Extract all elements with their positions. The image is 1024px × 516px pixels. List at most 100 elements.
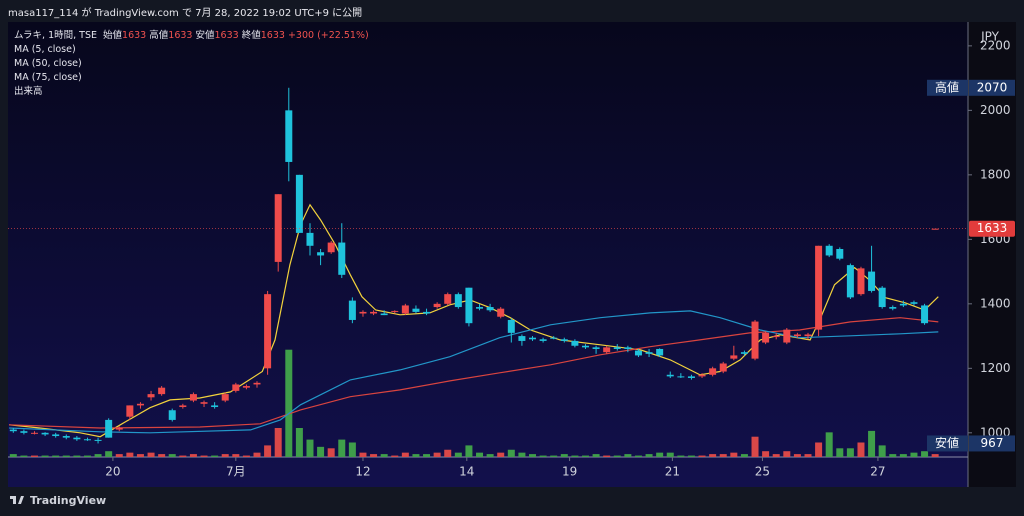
volume-bar bbox=[380, 454, 388, 457]
candle-body bbox=[52, 434, 60, 437]
volume-bar bbox=[41, 455, 49, 457]
candle-body bbox=[613, 347, 621, 349]
candle-body bbox=[465, 287, 473, 324]
volume-bar bbox=[899, 454, 907, 457]
candle-body bbox=[921, 305, 929, 324]
volume-bar bbox=[666, 452, 674, 457]
candle-body bbox=[772, 336, 780, 338]
volume-bar bbox=[910, 452, 918, 457]
candle-body bbox=[9, 429, 17, 432]
candle-body bbox=[62, 436, 70, 438]
volume-bar bbox=[306, 439, 314, 457]
ohlc-value: 1633 bbox=[168, 30, 193, 41]
symbol-title: ムラキ, 1時間, TSE bbox=[14, 30, 97, 41]
volume-bar bbox=[825, 432, 833, 457]
candle-body bbox=[412, 308, 420, 312]
volume-bar bbox=[868, 430, 876, 457]
candle-body bbox=[846, 265, 854, 298]
ma-line bbox=[9, 310, 939, 434]
x-tick-label: 25 bbox=[755, 465, 770, 479]
x-tick-label: 21 bbox=[665, 465, 680, 479]
candle-body bbox=[158, 387, 166, 395]
candle-body bbox=[306, 232, 314, 246]
volume-bar bbox=[762, 451, 770, 457]
high-badge-name-box bbox=[927, 79, 968, 96]
candle-body bbox=[338, 242, 346, 275]
indicator-list: MA (5, close) MA (50, close) MA (75, close… bbox=[14, 43, 369, 99]
volume-bar bbox=[83, 455, 91, 457]
candle-body bbox=[857, 268, 865, 295]
volume-bar bbox=[9, 454, 17, 457]
volume-bar bbox=[804, 454, 812, 457]
volume-bar bbox=[242, 455, 250, 457]
ohlc-value: 1633 bbox=[260, 30, 285, 41]
candle-body bbox=[539, 339, 547, 341]
volume-bar bbox=[52, 455, 60, 457]
candle-body bbox=[126, 405, 134, 417]
high-badge-value-box bbox=[969, 79, 1015, 96]
volume-bar bbox=[592, 454, 600, 457]
candle-body bbox=[83, 439, 91, 441]
volume-bar bbox=[200, 455, 208, 457]
logo-icon bbox=[10, 496, 24, 504]
volume-bar bbox=[783, 451, 791, 457]
logo: TradingView bbox=[30, 494, 107, 507]
x-tick-label: 20 bbox=[105, 465, 120, 479]
y-tick-label: 2200 bbox=[980, 38, 1011, 52]
candle-body bbox=[645, 352, 653, 354]
ohlc-label: 終値 bbox=[241, 30, 261, 41]
candle-body bbox=[899, 303, 907, 306]
candle-body bbox=[232, 384, 240, 391]
candle-body bbox=[147, 394, 155, 398]
volume-bar bbox=[518, 452, 526, 457]
top-bar bbox=[0, 0, 1024, 20]
volume-bar bbox=[793, 454, 801, 457]
last-price-badge bbox=[969, 220, 1015, 237]
volume-bar bbox=[359, 452, 367, 457]
x-tick-label: 7月 bbox=[226, 465, 246, 479]
volume-bar bbox=[603, 455, 611, 457]
volume-bar bbox=[348, 442, 356, 457]
candle-body bbox=[433, 303, 441, 308]
x-tick-label: 14 bbox=[459, 465, 474, 479]
currency-label: JPY bbox=[980, 30, 1000, 44]
volume-bar bbox=[613, 455, 621, 457]
volume-bar bbox=[158, 454, 166, 457]
volume-bar bbox=[179, 455, 187, 457]
volume-bar bbox=[147, 452, 155, 457]
volume-bar bbox=[931, 454, 939, 457]
indicator-name: MA (5, close) bbox=[14, 44, 76, 55]
volume-bar bbox=[327, 448, 335, 457]
volume-bar bbox=[836, 448, 844, 457]
volume-bar bbox=[698, 455, 706, 457]
price-change: +300 (+22.51%) bbox=[287, 30, 369, 41]
candle-body bbox=[476, 307, 484, 309]
symbol-header: ムラキ, 1時間, TSE 始値1633 高値1633 安値1633 終値163… bbox=[14, 29, 369, 43]
volume-bar bbox=[20, 455, 28, 457]
byline: masa117_114 が TradingView.com で 7月 28, 2… bbox=[8, 8, 363, 19]
x-tick-label: 19 bbox=[562, 465, 577, 479]
volume-bar bbox=[624, 454, 632, 457]
candle-body bbox=[581, 345, 589, 348]
volume-bar bbox=[465, 445, 473, 457]
volume-bar bbox=[94, 454, 102, 457]
volume-bar bbox=[136, 454, 144, 457]
volume-bar bbox=[507, 449, 515, 457]
candle-body bbox=[189, 394, 197, 401]
volume-bar bbox=[253, 452, 261, 457]
volume-bar bbox=[274, 428, 282, 457]
volume-bar bbox=[412, 454, 420, 457]
y-tick-label: 2000 bbox=[980, 103, 1011, 117]
y-tick-label: 1800 bbox=[980, 167, 1011, 181]
candle-body bbox=[931, 228, 939, 230]
candle-body bbox=[105, 419, 113, 438]
candle-body bbox=[317, 252, 325, 256]
candle-body bbox=[242, 386, 250, 388]
candle-body bbox=[740, 352, 748, 354]
candle-body bbox=[815, 245, 823, 330]
volume-bar bbox=[486, 454, 494, 457]
candle-body bbox=[401, 305, 409, 314]
